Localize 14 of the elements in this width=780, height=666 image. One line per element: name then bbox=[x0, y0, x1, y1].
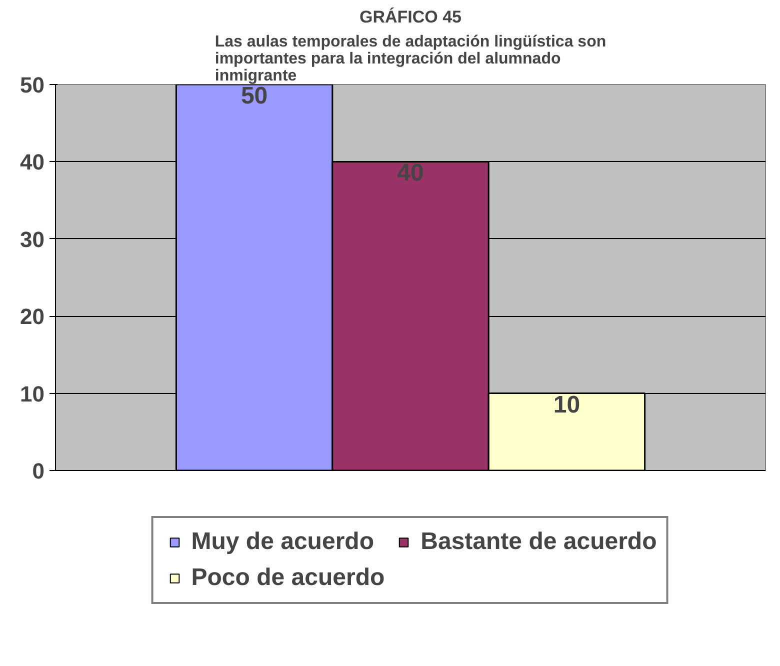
chart-subtitle: Las aulas temporales de adaptación lingüística son importantes para la integración del alumnado inmigrante bbox=[214, 34, 606, 84]
data-label: 50 bbox=[240, 82, 268, 110]
y-tick-label: 50 bbox=[20, 72, 45, 98]
data-label: 10 bbox=[553, 391, 580, 418]
y-tick-label: 40 bbox=[20, 150, 45, 175]
data-label: 40 bbox=[397, 160, 424, 187]
y-tick-label: 20 bbox=[20, 304, 45, 330]
y-tick-label: 0 bbox=[32, 458, 45, 484]
chart-title: GRÁFICO 45 bbox=[359, 6, 462, 26]
legend-label: Bastante de acuerdo bbox=[420, 528, 657, 556]
legend-label: Poco de acuerdo bbox=[191, 564, 385, 592]
legend-label: Muy de acuerdo bbox=[191, 528, 374, 556]
y-tick-label: 10 bbox=[20, 381, 45, 406]
y-tick-label: 30 bbox=[20, 226, 45, 252]
